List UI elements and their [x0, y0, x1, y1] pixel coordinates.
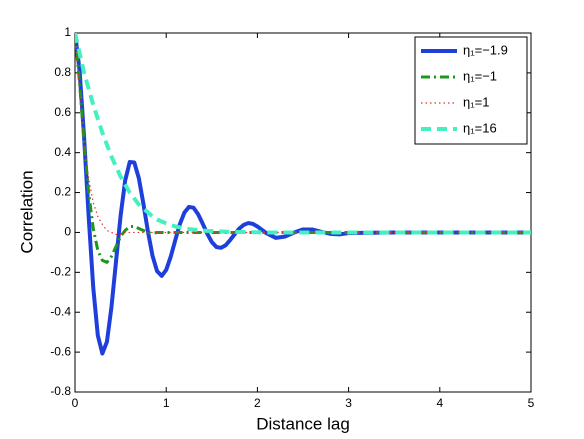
plot-lines: [75, 33, 531, 356]
series-line: [75, 33, 531, 236]
legend-text: η₁=16: [463, 120, 497, 135]
y-tick-label: 1: [64, 25, 71, 39]
x-axis-title: Distance lag: [256, 414, 350, 433]
legend-box: [414, 36, 528, 145]
legend-text: η₁=−1: [463, 68, 497, 83]
legend-text: η₁=−1.9: [463, 42, 508, 57]
x-tick-label: 1: [163, 396, 170, 410]
x-tick-label: 5: [528, 396, 535, 410]
series-line: [75, 33, 531, 235]
y-tick-label: -0.8: [50, 384, 71, 398]
series-line: [75, 33, 531, 264]
y-tick-label: 0.6: [54, 105, 71, 119]
x-tick-label: 4: [436, 396, 443, 410]
y-tick-label: 0.4: [54, 145, 71, 159]
y-tick-label: -0.6: [50, 344, 71, 358]
x-tick-label: 2: [254, 396, 261, 410]
y-tick-label: 0.2: [54, 185, 71, 199]
y-tick-label: -0.4: [50, 304, 71, 318]
y-tick-label: 0: [64, 225, 71, 239]
x-tick-label: 3: [345, 396, 352, 410]
x-tick-label: 0: [72, 396, 79, 410]
series-line: [75, 33, 531, 356]
legend-text: η₁=1: [463, 94, 489, 109]
y-axis-title: Correlation: [17, 170, 36, 253]
y-tick-label: 0.8: [54, 65, 71, 79]
y-tick-label: -0.2: [50, 265, 71, 279]
